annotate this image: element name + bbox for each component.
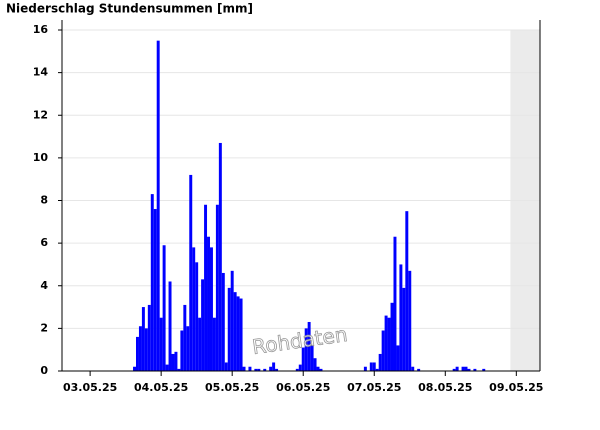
bar	[239, 298, 243, 371]
bar	[165, 364, 169, 371]
x-tick-label: 03.05.25	[63, 381, 117, 394]
bar	[135, 336, 139, 371]
bar	[381, 330, 385, 371]
bar	[307, 321, 311, 371]
bar	[201, 279, 205, 371]
bar	[455, 366, 459, 371]
bar	[461, 366, 465, 371]
x-tick-label: 05.05.25	[205, 381, 259, 394]
bar	[147, 304, 151, 371]
x-tick-label: 09.05.25	[489, 381, 543, 394]
bar	[212, 317, 216, 371]
bar	[304, 328, 308, 371]
bar	[168, 281, 172, 371]
x-tick-label: 08.05.25	[418, 381, 472, 394]
bar	[233, 292, 237, 371]
bar	[482, 368, 486, 371]
bar	[417, 368, 421, 371]
bar	[221, 272, 225, 371]
y-tick-label: 6	[40, 236, 48, 249]
bar	[390, 302, 394, 371]
x-tick-label: 04.05.25	[134, 381, 188, 394]
bar	[177, 368, 181, 371]
bar	[369, 362, 373, 371]
bar	[198, 317, 202, 371]
bar	[248, 366, 252, 371]
bar	[405, 211, 409, 371]
bar	[204, 204, 208, 371]
bar	[156, 40, 160, 371]
bar	[310, 345, 314, 371]
y-tick-label: 2	[40, 321, 48, 334]
bar	[372, 362, 376, 371]
bar	[209, 247, 213, 371]
bar	[141, 307, 145, 371]
bar	[269, 366, 273, 371]
bar	[396, 345, 400, 371]
bar	[133, 366, 136, 371]
bar	[215, 204, 219, 371]
bar	[263, 368, 267, 371]
bar	[254, 368, 258, 371]
y-tick-label: 8	[40, 194, 48, 207]
bar	[257, 368, 261, 371]
bar	[189, 174, 193, 371]
bar	[411, 366, 415, 371]
x-tick-label: 07.05.25	[347, 381, 401, 394]
bar	[316, 366, 320, 371]
bar	[236, 296, 240, 371]
bar	[393, 236, 397, 371]
bar	[275, 368, 279, 371]
bar	[144, 328, 148, 371]
chart-title: Niederschlag Stundensummen [mm]	[6, 2, 253, 16]
bar	[180, 330, 184, 371]
y-tick-label: 14	[33, 66, 49, 79]
bar	[402, 287, 406, 371]
bar	[452, 368, 456, 371]
bar	[378, 353, 382, 371]
bar	[227, 287, 231, 371]
bar	[473, 368, 477, 371]
bar	[375, 368, 379, 371]
bar	[192, 247, 196, 371]
bar	[384, 315, 388, 371]
bar	[195, 262, 199, 371]
bar	[242, 366, 246, 371]
bar	[313, 358, 317, 371]
y-tick-label: 12	[33, 108, 48, 121]
bar	[230, 270, 234, 371]
bar	[174, 351, 178, 371]
bar	[464, 366, 468, 371]
y-tick-label: 10	[33, 151, 49, 164]
bar	[153, 209, 157, 371]
y-tick-label: 16	[33, 23, 49, 36]
y-tick-label: 4	[40, 279, 48, 292]
bar	[218, 142, 222, 371]
y-tick-label: 0	[40, 364, 48, 377]
bar	[272, 362, 276, 371]
bar	[183, 304, 187, 371]
bar	[138, 326, 142, 371]
bar	[467, 368, 471, 371]
bar	[399, 264, 403, 371]
bar	[186, 326, 190, 371]
bar	[363, 366, 367, 371]
bar	[301, 347, 305, 371]
bar	[159, 317, 163, 371]
bar	[207, 236, 210, 371]
bar	[387, 317, 391, 371]
bar	[171, 353, 175, 371]
bar	[150, 194, 154, 371]
bar	[224, 362, 228, 371]
bar	[408, 270, 412, 371]
bar	[295, 368, 299, 371]
bar	[298, 364, 302, 371]
bar	[162, 245, 166, 371]
x-tick-label: 06.05.25	[276, 381, 330, 394]
bar	[319, 368, 323, 371]
